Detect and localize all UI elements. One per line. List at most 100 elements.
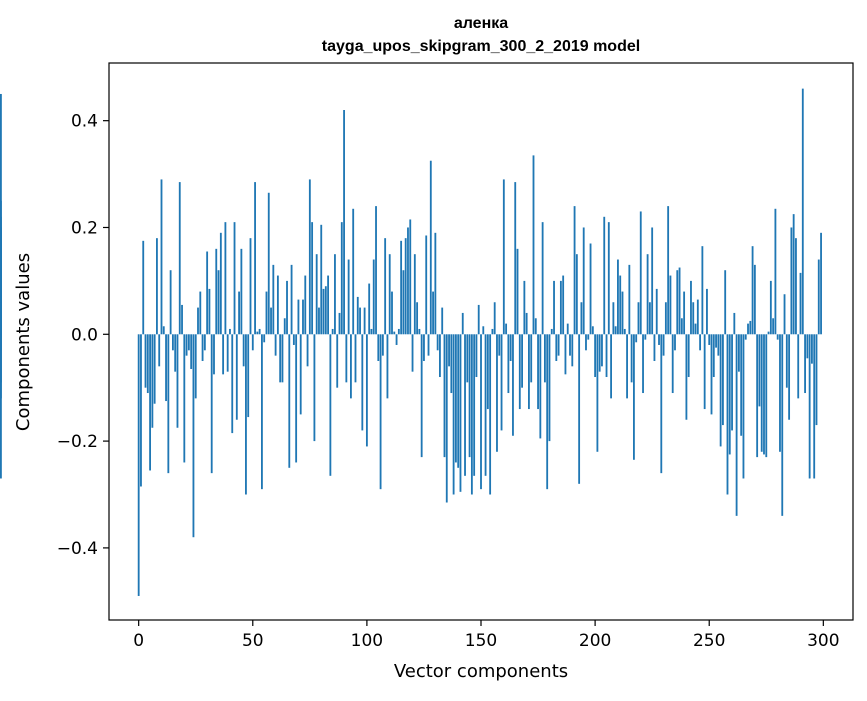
bar bbox=[156, 238, 158, 335]
bar bbox=[384, 238, 387, 335]
y-tick-label: −0.4 bbox=[57, 539, 98, 559]
bar bbox=[167, 334, 170, 474]
bar bbox=[338, 312, 341, 335]
bar bbox=[728, 334, 731, 455]
bar bbox=[557, 334, 560, 356]
bar bbox=[320, 224, 323, 335]
x-tick-label: 200 bbox=[579, 631, 611, 651]
bar bbox=[724, 270, 727, 335]
bar bbox=[308, 179, 311, 335]
bar bbox=[429, 160, 432, 335]
bar bbox=[628, 264, 631, 335]
bar bbox=[306, 334, 309, 367]
x-axis-label: Vector components bbox=[394, 661, 568, 682]
bar bbox=[541, 222, 544, 335]
bar bbox=[377, 334, 380, 361]
bar bbox=[543, 334, 546, 383]
bar bbox=[486, 334, 489, 410]
bar bbox=[208, 288, 211, 335]
chart-subtitle: tayga_upos_skipgram_300_2_2019 model bbox=[322, 38, 640, 55]
bar bbox=[785, 334, 788, 388]
bar bbox=[507, 334, 510, 394]
bar bbox=[749, 320, 752, 335]
bar bbox=[174, 334, 177, 372]
bar bbox=[448, 334, 450, 367]
bar bbox=[694, 323, 697, 335]
bar bbox=[404, 238, 407, 335]
bar bbox=[569, 334, 571, 356]
bar bbox=[356, 296, 359, 335]
bar bbox=[464, 334, 466, 476]
bar bbox=[790, 227, 793, 335]
bar bbox=[701, 246, 704, 335]
bar bbox=[594, 334, 597, 378]
bar bbox=[416, 302, 419, 335]
bar bbox=[386, 334, 389, 399]
bar bbox=[0, 334, 2, 479]
bar bbox=[423, 334, 425, 361]
bar bbox=[334, 254, 336, 335]
bar bbox=[276, 275, 279, 335]
bar bbox=[578, 334, 581, 484]
bar bbox=[633, 334, 635, 460]
bar bbox=[359, 307, 361, 335]
bar bbox=[142, 240, 145, 335]
bar bbox=[187, 334, 190, 351]
bar bbox=[409, 219, 412, 335]
bar bbox=[461, 312, 464, 335]
bar bbox=[621, 291, 624, 335]
bar bbox=[722, 334, 724, 426]
bar bbox=[411, 334, 414, 372]
bar bbox=[776, 334, 779, 340]
bar bbox=[477, 304, 480, 335]
bar bbox=[140, 334, 142, 487]
bar bbox=[512, 334, 514, 436]
bar bbox=[678, 267, 681, 335]
x-tick-label: 50 bbox=[242, 631, 264, 651]
bar bbox=[747, 323, 749, 335]
bar bbox=[311, 222, 314, 335]
bar bbox=[475, 334, 478, 378]
bars-group bbox=[0, 88, 822, 596]
bar bbox=[669, 275, 672, 335]
bar bbox=[614, 326, 617, 335]
bar bbox=[706, 288, 708, 335]
bar bbox=[452, 334, 455, 495]
bar bbox=[719, 334, 722, 447]
bar bbox=[379, 334, 382, 490]
bar bbox=[765, 334, 768, 458]
bar bbox=[753, 264, 756, 335]
bar bbox=[742, 334, 745, 479]
bar bbox=[763, 334, 765, 455]
bar bbox=[537, 334, 539, 410]
bar bbox=[229, 328, 231, 335]
bar bbox=[315, 254, 318, 335]
bar bbox=[468, 334, 471, 458]
bar bbox=[0, 334, 2, 351]
bar bbox=[153, 334, 156, 404]
bar bbox=[203, 334, 206, 351]
bar bbox=[735, 334, 738, 516]
bar bbox=[480, 334, 482, 490]
bar bbox=[617, 259, 619, 335]
bar bbox=[619, 275, 622, 335]
bar bbox=[644, 334, 647, 340]
bar bbox=[473, 334, 476, 476]
bar bbox=[181, 304, 183, 335]
y-tick-label: 0.4 bbox=[71, 112, 98, 132]
bar bbox=[217, 270, 220, 335]
x-tick-label: 250 bbox=[693, 631, 725, 651]
bar bbox=[484, 334, 487, 476]
bar bbox=[783, 294, 786, 335]
bar bbox=[281, 334, 284, 383]
bar bbox=[402, 270, 405, 335]
bar bbox=[354, 334, 357, 383]
bar bbox=[667, 206, 670, 335]
bar bbox=[769, 280, 772, 335]
bar bbox=[391, 291, 393, 335]
y-tick-label: −0.2 bbox=[57, 432, 98, 452]
bar bbox=[224, 222, 227, 335]
bar bbox=[454, 334, 457, 463]
bar bbox=[671, 334, 674, 394]
bar bbox=[169, 270, 172, 335]
